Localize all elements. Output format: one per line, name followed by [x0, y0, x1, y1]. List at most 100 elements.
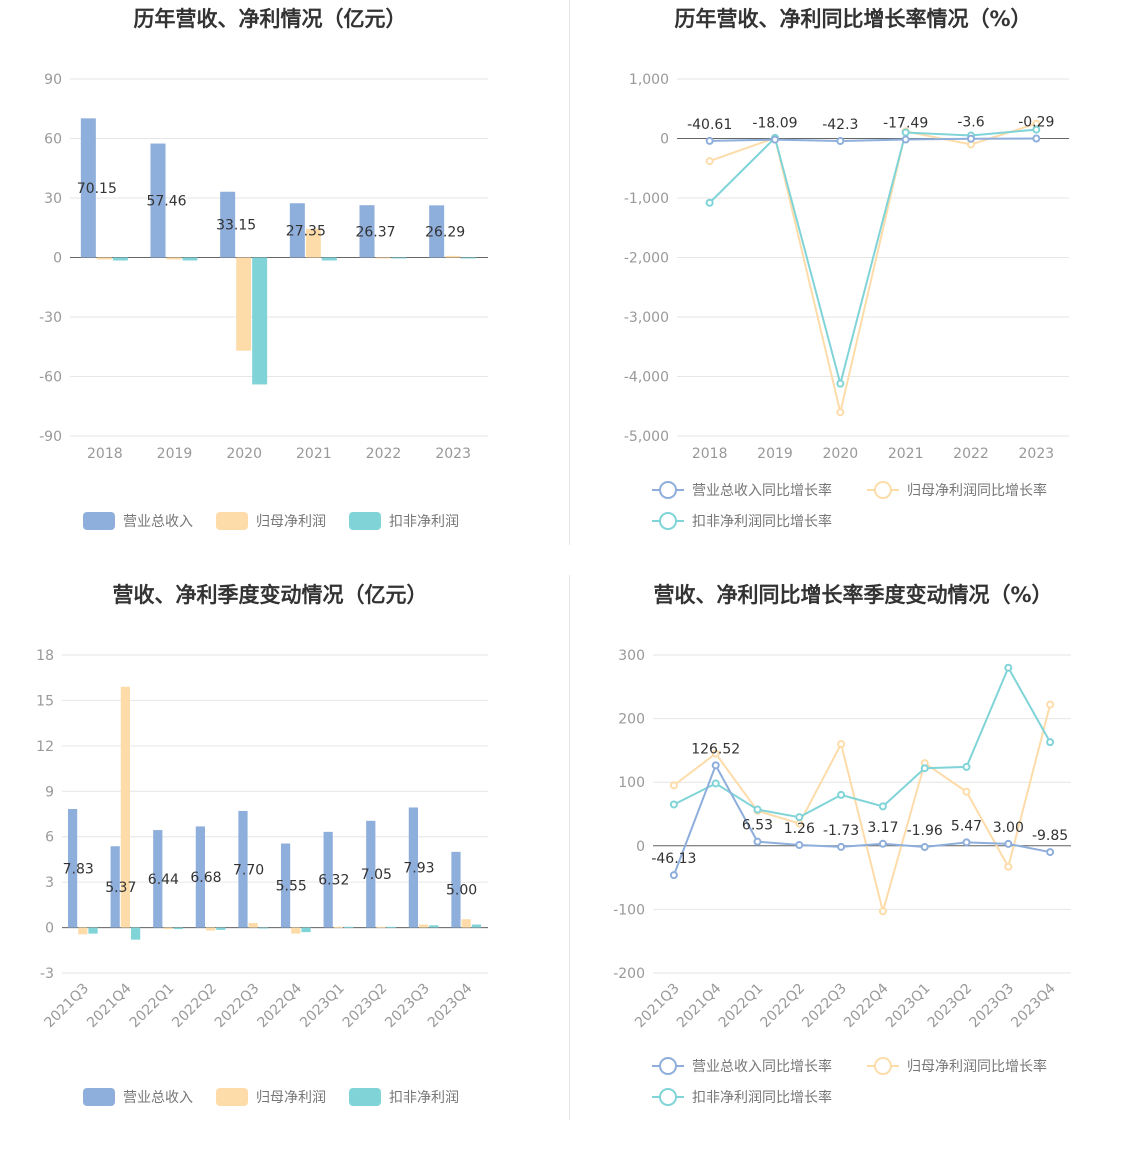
x-tick-label: 2019 [157, 446, 193, 462]
y-tick-label: -1,000 [624, 191, 669, 207]
bar-revenue [429, 205, 445, 258]
data-label: -1.96 [907, 823, 943, 839]
data-point [1032, 134, 1041, 143]
x-tick-label: 2022Q1 [716, 981, 767, 1032]
annual-growth-svg: 历年营收、净利同比增长率情况（%） 1,000 0 -1,000 -2,000 -3,0… [624, 7, 1069, 530]
bar-net-profit [248, 923, 258, 928]
x-tick-label: 2022Q2 [758, 981, 809, 1032]
y-tick-label: -3 [40, 966, 54, 982]
data-point [920, 843, 929, 852]
bar-revenue [408, 807, 418, 928]
data-point [878, 907, 887, 916]
data-point [669, 781, 678, 790]
bar-revenue [366, 820, 376, 928]
bar-net-profit [418, 924, 429, 928]
data-label: 70.15 [77, 181, 117, 197]
chart-quarterly-values: 营收、净利季度变动情况（亿元） 18 15 12 9 6 3 0 -3 2021Q3 2021Q4… [0, 576, 567, 1158]
legend-label: 归母净利润 [256, 1089, 326, 1106]
data-label: 7.70 [233, 862, 264, 878]
data-label: -3.6 [957, 115, 984, 131]
annual-values-svg: 历年营收、净利情况（亿元） 90 60 30 0 -30 -60 -90 2018 2019 20… [39, 7, 488, 530]
legend-swatch [349, 512, 381, 530]
bar-deducted-profit [252, 257, 268, 385]
bar-deducted-profit [301, 927, 311, 933]
y-tick-label: -100 [613, 902, 645, 918]
data-point [837, 790, 846, 799]
bar-revenue [110, 846, 120, 928]
bar-deducted-profit [112, 257, 128, 261]
bar-revenue [220, 191, 236, 258]
data-label: -1.73 [823, 823, 859, 839]
data-point [878, 802, 887, 811]
bar-revenue [451, 851, 461, 928]
data-label: 57.46 [146, 194, 186, 210]
chart-title: 历年营收、净利情况（亿元） [134, 7, 407, 31]
y-tick-label: 18 [36, 648, 54, 664]
bar-net-profit [376, 926, 386, 928]
bar-deducted-profit [182, 257, 198, 261]
data-label: 26.29 [425, 224, 465, 240]
y-tick-label: 6 [45, 830, 54, 846]
data-point [705, 157, 714, 166]
series-line-net-profit [673, 704, 1052, 916]
bar-revenue [238, 810, 248, 928]
legend-label: 营业总收入 [123, 1090, 193, 1106]
data-label: 5.37 [105, 880, 136, 896]
x-tick-label: 2023Q3 [967, 981, 1018, 1032]
legend-marker [874, 1057, 892, 1075]
bar-revenue [289, 203, 305, 258]
y-tick-label: 12 [36, 739, 54, 755]
data-label: 7.93 [403, 861, 434, 877]
x-tick-label: 2018 [87, 446, 123, 462]
x-tick-label: 2021 [296, 446, 332, 462]
legend-label: 归母净利润 [256, 513, 326, 530]
bar-net-profit [120, 686, 131, 928]
data-point [669, 800, 678, 809]
y-tick-label: 3 [45, 875, 54, 891]
panel-divider-bottom [569, 575, 570, 1120]
bar-revenue [359, 205, 375, 258]
data-point [711, 779, 720, 788]
data-point [1046, 700, 1055, 709]
x-tick-label: 2020 [823, 446, 859, 462]
data-point [836, 379, 845, 388]
data-point [962, 838, 971, 847]
x-tick-label: 2022Q2 [169, 981, 220, 1032]
legend-label: 归母净利润同比增长率 [907, 482, 1047, 499]
legend-marker [659, 1057, 677, 1075]
data-point [962, 762, 971, 771]
y-tick-label: -5,000 [624, 429, 669, 445]
y-tick-label: -90 [39, 429, 62, 445]
y-tick-label: 60 [44, 132, 62, 148]
y-tick-label: -2,000 [624, 251, 669, 267]
bar-deducted-profit [321, 257, 337, 261]
data-label: 3.17 [867, 820, 898, 836]
y-tick-label: 100 [618, 775, 645, 791]
quarterly-values-svg: 营收、净利季度变动情况（亿元） 18 15 12 9 6 3 0 -32021Q32021Q4… [36, 583, 488, 1106]
series-line-deducted-profit [708, 128, 1037, 388]
bar-deducted-profit [344, 926, 354, 928]
chart-quarterly-growth: 营收、净利同比增长率季度变动情况（%） 300 200 100 0 -100 -200 20… [567, 576, 1134, 1158]
data-point [705, 136, 714, 145]
x-tick-label: 2022 [366, 446, 402, 462]
legend-marker [874, 481, 892, 499]
data-label: 7.83 [63, 861, 94, 877]
bar-revenue [80, 118, 96, 258]
chart-title: 历年营收、净利同比增长率情况（%） [674, 7, 1031, 31]
data-label: 26.37 [355, 224, 395, 240]
x-tick-label: 2020 [226, 446, 262, 462]
data-label: 33.15 [216, 218, 256, 234]
data-point [1004, 862, 1013, 871]
chart-title: 营收、净利季度变动情况（亿元） [113, 583, 428, 607]
legend-swatch [83, 512, 115, 530]
panel-divider-top [569, 0, 570, 545]
x-tick-label: 2022Q1 [127, 981, 178, 1032]
y-tick-label: -30 [39, 310, 62, 326]
data-point [837, 740, 846, 749]
y-tick-label: 0 [636, 839, 645, 855]
legend-marker [659, 1088, 677, 1106]
bar-net-profit [291, 927, 301, 934]
bar-net-profit [96, 257, 112, 260]
data-point [753, 837, 762, 846]
data-label: 5.55 [276, 879, 307, 895]
